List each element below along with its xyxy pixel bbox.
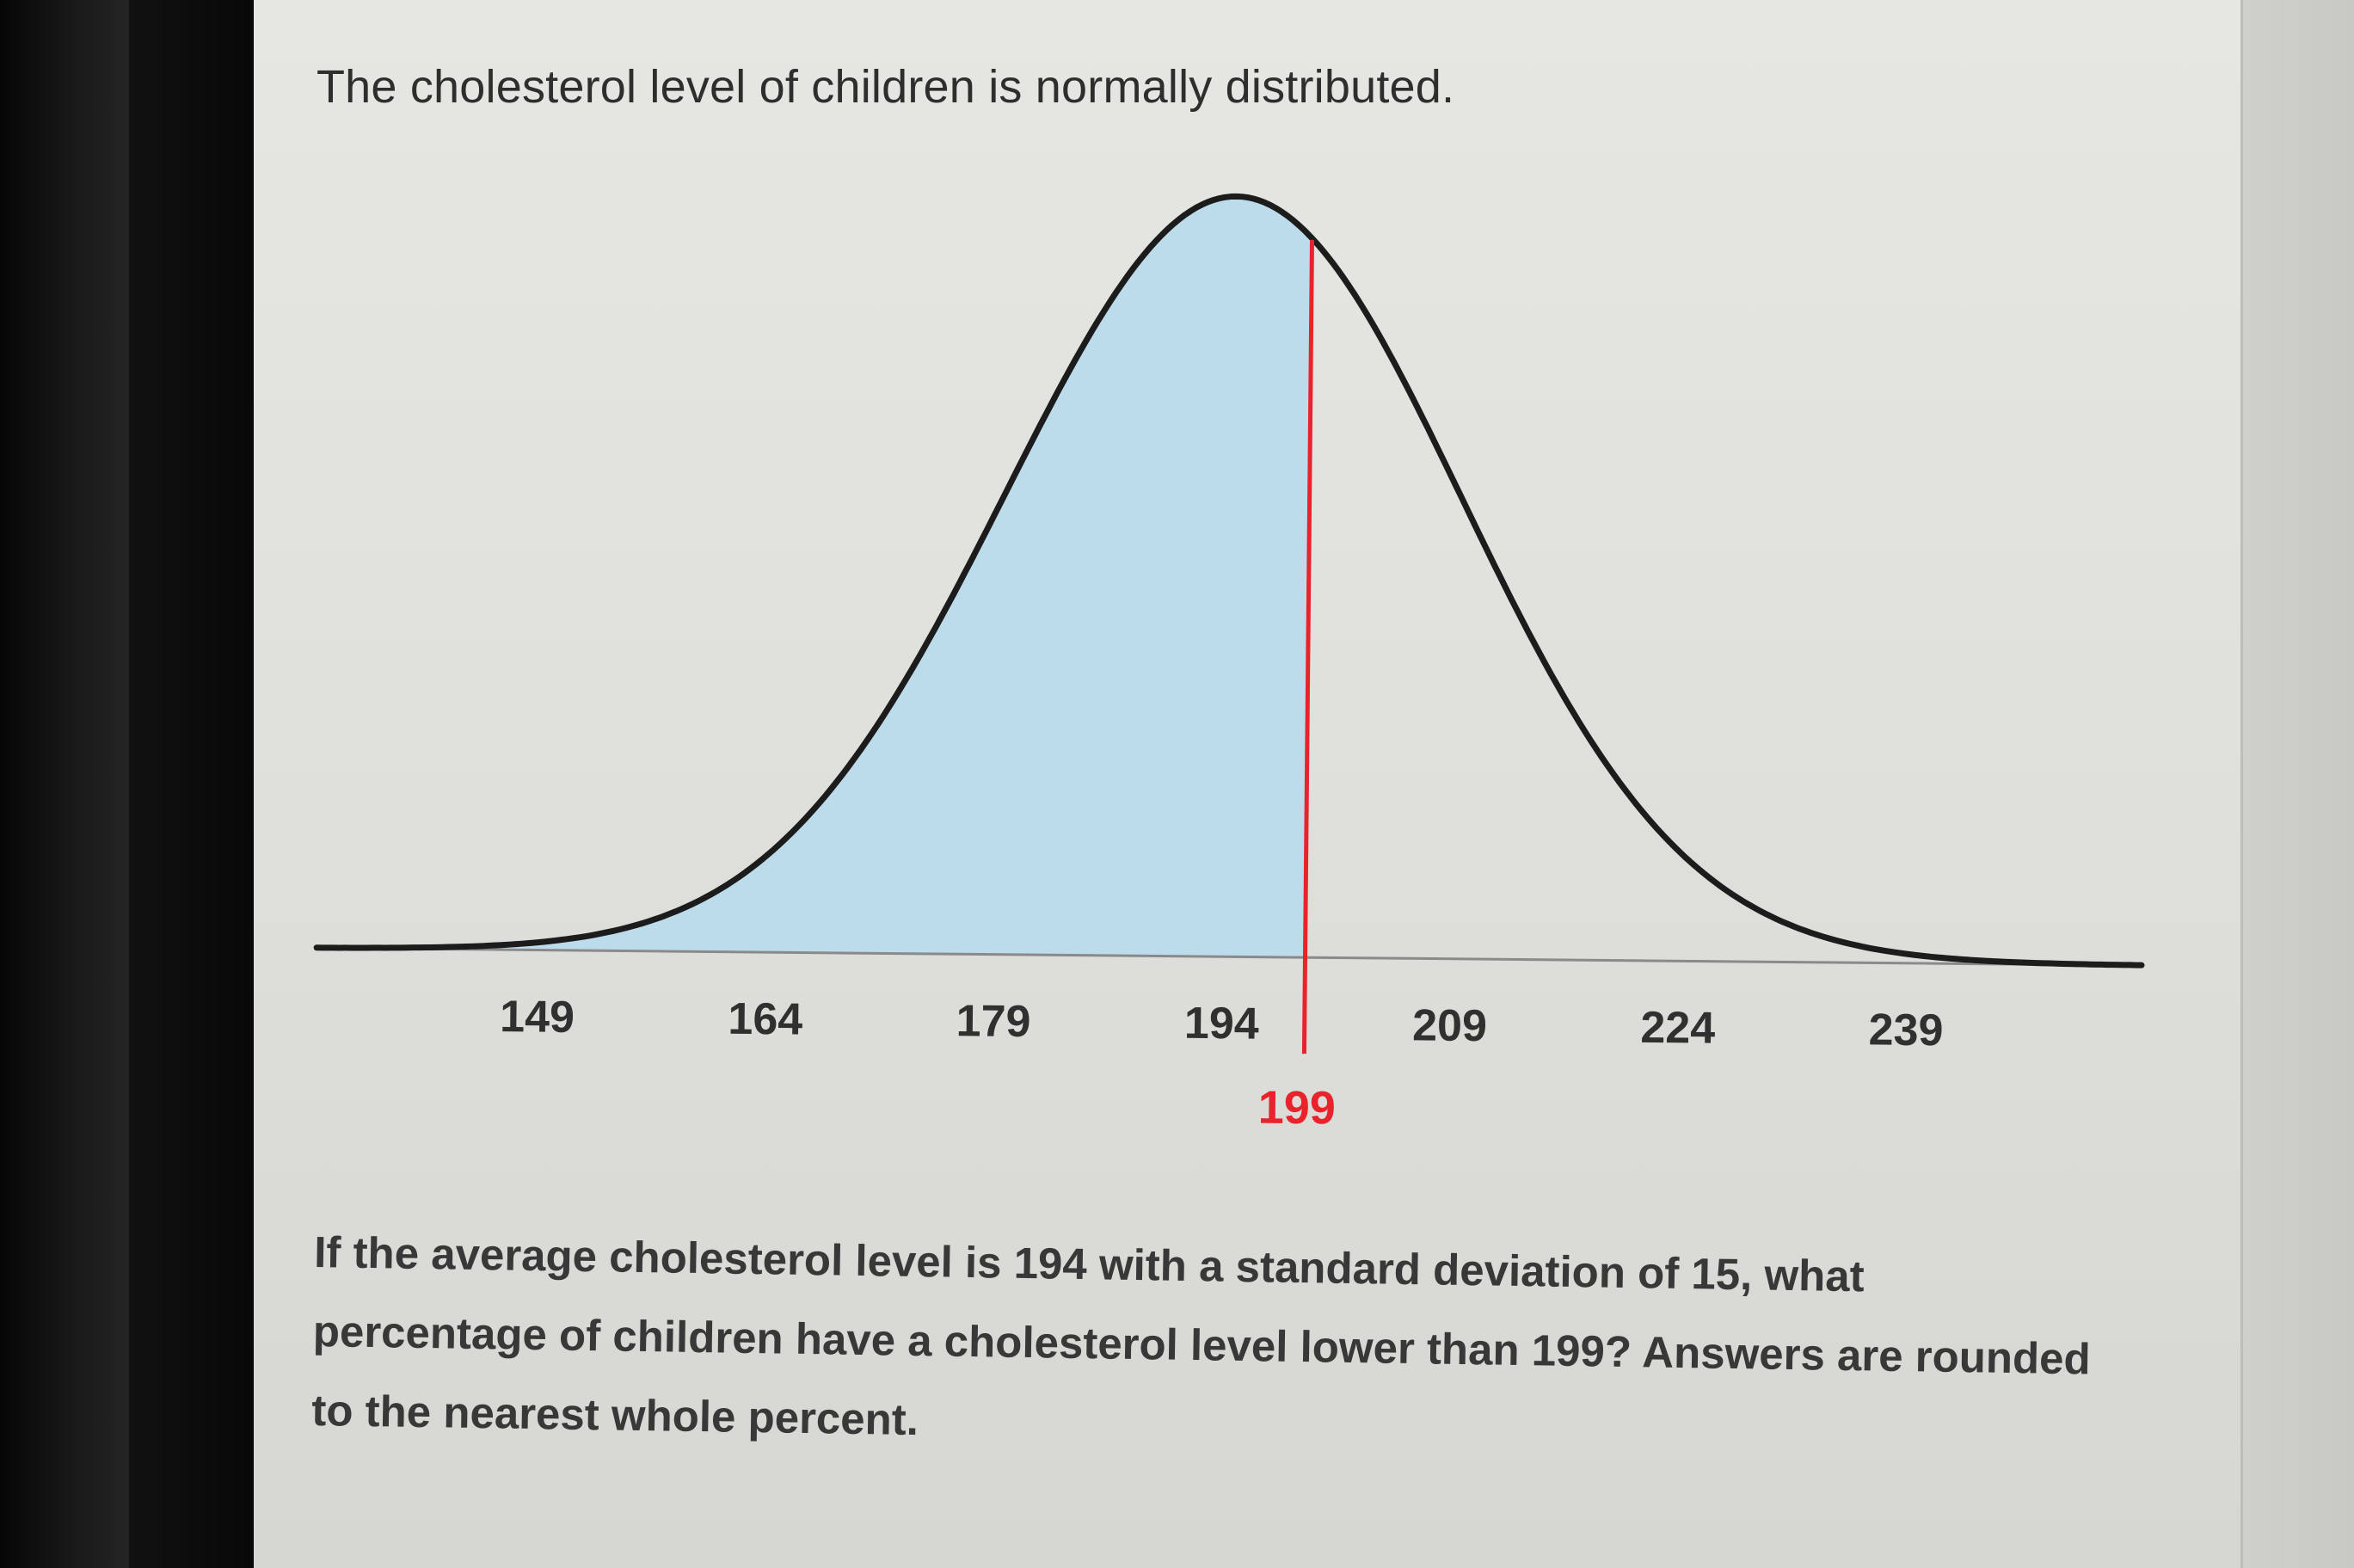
screen-right-edge xyxy=(2240,0,2354,1568)
problem-title: The cholesterol level of children is nor… xyxy=(317,61,1455,113)
x-tick-label-179: 179 xyxy=(956,996,1030,1047)
x-tick-label-164: 164 xyxy=(728,994,802,1045)
x-tick-label-239: 239 xyxy=(1868,1005,1943,1055)
monitor-bezel-left xyxy=(0,0,129,1568)
marker-label-199: 199 xyxy=(1257,1082,1336,1134)
x-tick-label-209: 209 xyxy=(1412,1000,1487,1051)
x-tick-label-149: 149 xyxy=(500,992,575,1042)
x-tick-label-194: 194 xyxy=(1184,999,1259,1049)
x-tick-label-224: 224 xyxy=(1640,1003,1715,1054)
monitor-bezel-inner xyxy=(129,0,254,1568)
normal-curve-line xyxy=(313,193,2145,968)
shaded-area-left-of-marker xyxy=(317,196,1312,958)
question-text: If the average cholesterol level is 194 … xyxy=(310,1227,2092,1445)
x-axis-line xyxy=(317,946,2142,967)
marker-line-199 xyxy=(1301,239,1314,1055)
